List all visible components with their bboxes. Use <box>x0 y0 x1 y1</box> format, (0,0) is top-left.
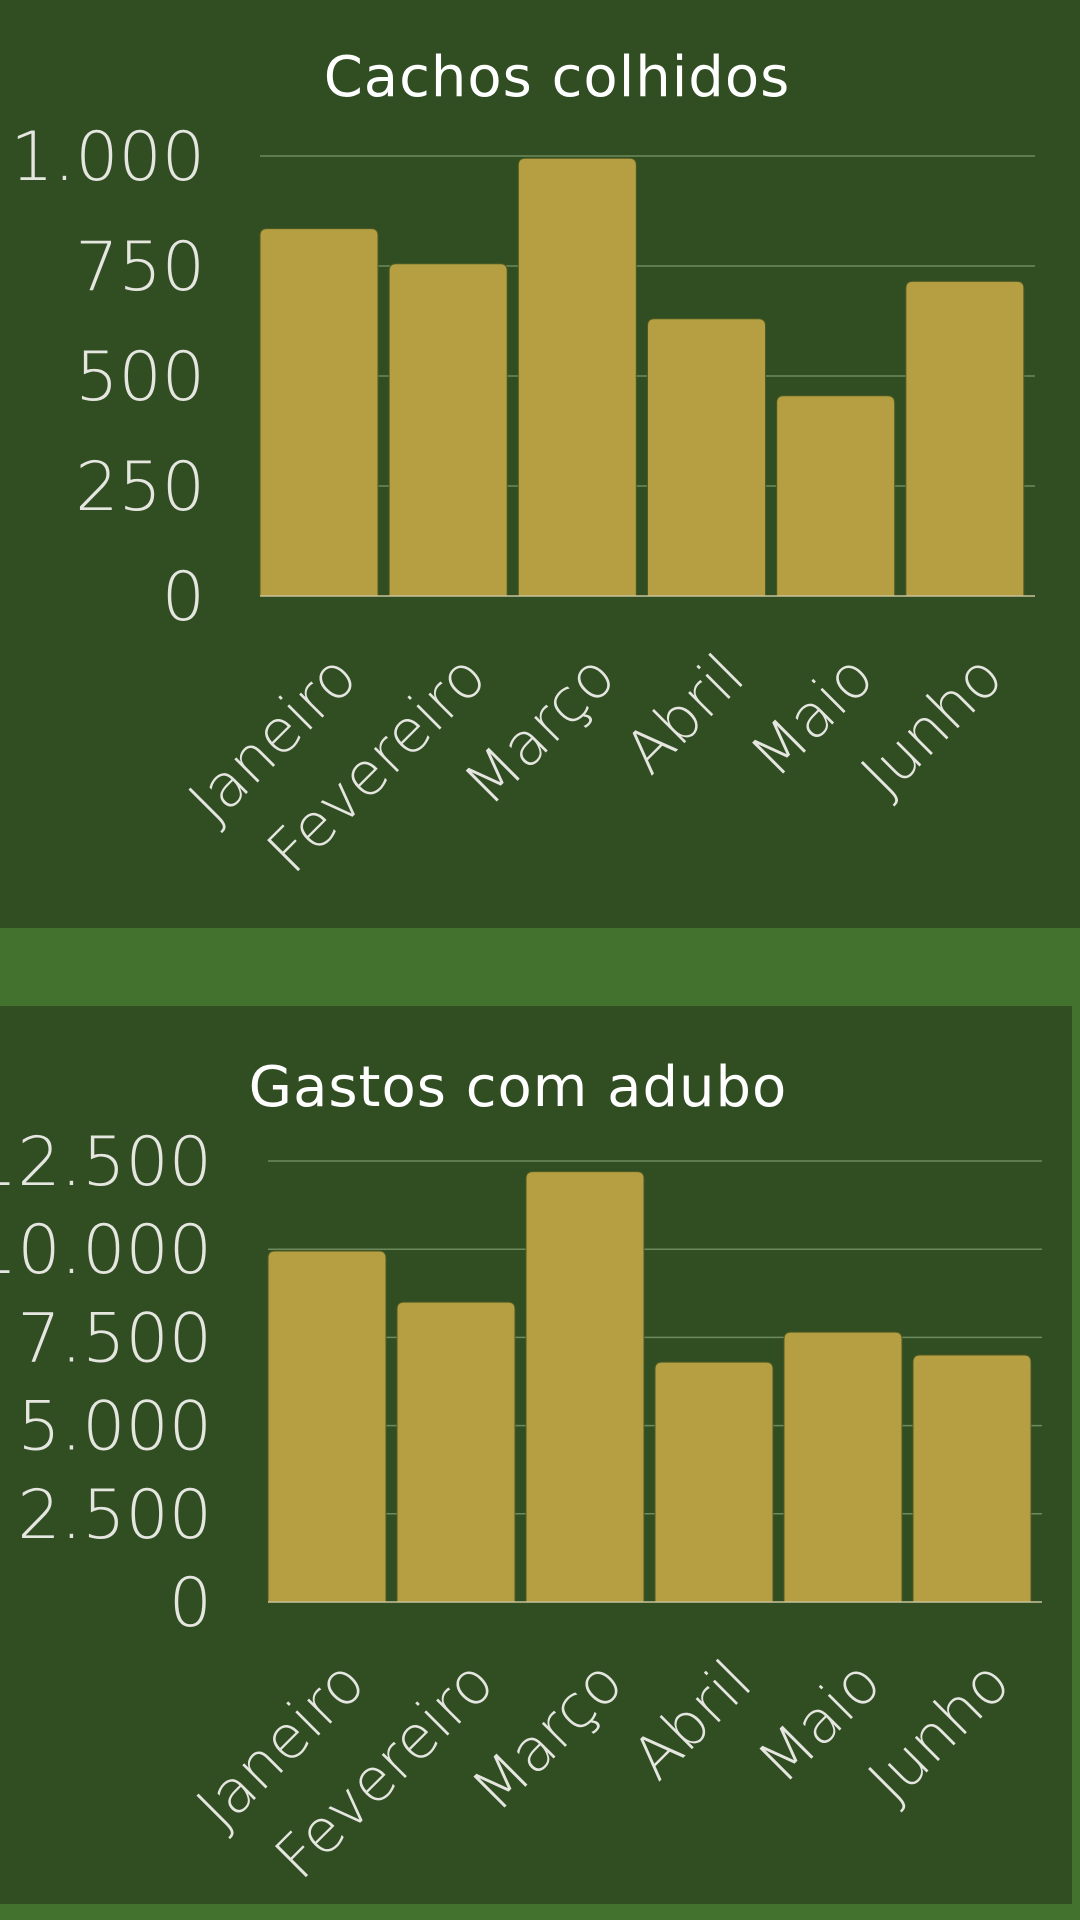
fertilizer-bar-chart: Gastos com adubo 0 2.500 5.000 7.500 10.000 1… <box>0 1055 1042 1893</box>
y-tick-label: 0 <box>162 558 205 637</box>
bar-fevereiro <box>388 263 508 597</box>
chart-title: Cachos colhidos <box>324 45 791 110</box>
y-tick-label: 1.000 <box>10 118 205 197</box>
chart-panel-harvest: Cachos colhidos 0 250 500 750 1.000 Janeiro Fe… <box>0 0 1080 928</box>
bar-janeiro <box>259 228 379 597</box>
x-category-label: Março <box>459 1647 637 1825</box>
x-category-label: Abril <box>619 1647 765 1793</box>
x-category-label: Março <box>451 641 629 819</box>
harvest-bar-chart: Cachos colhidos 02505007501.000JaneiroFe… <box>10 45 1035 887</box>
y-tick-label: 5.000 <box>17 1388 212 1467</box>
bar-maio <box>783 1331 903 1603</box>
y-tick-label: 750 <box>75 228 205 307</box>
y-tick-label: 12.500 <box>0 1123 212 1202</box>
y-tick-label: 250 <box>75 448 205 527</box>
bar-abril <box>647 318 766 597</box>
bar-maro <box>525 1171 645 1603</box>
chart-panel-fertilizer: Gastos com adubo 0 2.500 5.000 7.500 10.000 1… <box>0 1006 1072 1904</box>
chart-title: Gastos com adubo <box>249 1055 788 1120</box>
y-tick-label: 0 <box>169 1564 212 1643</box>
bar-junho <box>905 280 1025 597</box>
bar-abril <box>654 1361 774 1603</box>
bar-fevereiro <box>396 1301 516 1603</box>
y-tick-label: 7.500 <box>17 1299 212 1378</box>
bar-maro <box>517 157 637 597</box>
y-tick-label: 2.500 <box>17 1476 212 1555</box>
bar-maio <box>776 395 896 597</box>
x-category-label: Junho <box>848 641 1017 810</box>
y-tick-label: 10.000 <box>0 1211 212 1290</box>
bar-janeiro <box>267 1250 387 1603</box>
x-category-label: Abril <box>612 641 758 787</box>
x-category-label: Junho <box>855 1647 1024 1816</box>
bar-junho <box>912 1354 1032 1603</box>
y-tick-label: 500 <box>75 338 205 417</box>
